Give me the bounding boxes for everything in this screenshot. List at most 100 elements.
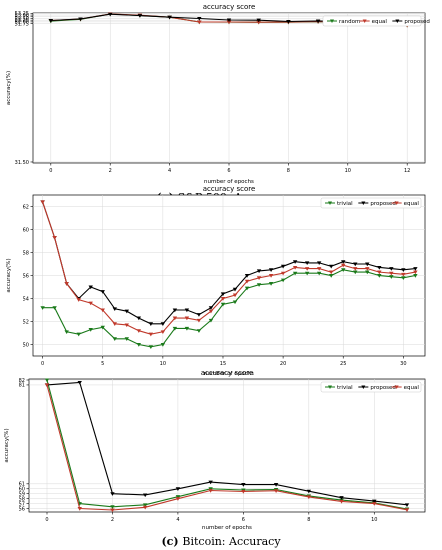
data-point-proposed: [315, 19, 321, 24]
data-point-equal: [76, 298, 81, 302]
data-point-trivial: [401, 276, 406, 280]
data-point-trivial: [112, 337, 117, 341]
y-axis-label: accuracy(%): [6, 71, 12, 105]
data-point-proposed: [329, 264, 334, 269]
legend-label-proposed: proposed: [404, 19, 430, 25]
data-point-equal: [110, 508, 115, 513]
data-point-equal: [377, 270, 382, 275]
legend-box: [320, 381, 422, 393]
data-point-equal: [241, 489, 246, 494]
data-point-equal: [124, 323, 129, 328]
series-line-trivial: [42, 269, 416, 348]
legend-marker-equal: [394, 385, 399, 389]
data-point-proposed: [208, 306, 214, 310]
y-tick-label: 52.00: [15, 20, 29, 26]
x-tick-label: 12: [404, 168, 410, 174]
data-point-proposed: [232, 287, 238, 292]
data-point-equal: [88, 301, 93, 306]
x-tick-label: 0: [49, 168, 52, 174]
data-point-equal: [77, 507, 82, 511]
data-point-equal: [389, 271, 394, 276]
data-point-proposed: [108, 12, 113, 17]
series-equal: [44, 383, 410, 513]
x-tick-label: 6: [242, 517, 245, 523]
y-tick-label: 52.75: [15, 15, 29, 21]
x-tick-label: 0: [45, 517, 48, 523]
data-point-equal: [175, 497, 181, 501]
data-point-equal: [208, 488, 213, 493]
legend-label-trivial: trivial: [337, 201, 353, 207]
series-line-trivial: [46, 379, 408, 510]
data-point-proposed: [292, 260, 298, 264]
x-axis-label: number of epochs: [204, 371, 254, 377]
x-tick-label: 6: [227, 168, 230, 174]
caption-tag: (c): [161, 535, 182, 548]
data-point-equal: [256, 20, 261, 25]
data-point-trivial: [389, 275, 394, 279]
legend: random equal proposed: [322, 15, 430, 27]
legend-label-trivial: trivial: [337, 385, 353, 391]
legend-marker-proposed: [361, 385, 366, 389]
y-tick-label: 56: [23, 273, 29, 279]
data-point-trivial: [148, 345, 154, 349]
data-point-proposed: [88, 285, 93, 290]
data-point-trivial: [142, 503, 148, 508]
data-point-trivial: [100, 325, 105, 330]
data-point-trivial: [160, 343, 166, 347]
x-tick-label: 2: [109, 168, 112, 174]
data-point-proposed: [280, 264, 286, 269]
y-tick-label: 52.50: [15, 16, 29, 22]
data-point-trivial: [196, 329, 202, 333]
x-tick-label: 25: [340, 361, 346, 367]
chart-title: accuracy score: [203, 185, 256, 193]
chart-title: accuracy score: [201, 369, 254, 377]
data-point-trivial: [136, 343, 142, 347]
data-point-proposed: [241, 483, 246, 487]
data-point-trivial: [353, 270, 358, 275]
data-point-proposed: [286, 20, 291, 24]
legend-label-equal: equal: [404, 201, 420, 207]
data-point-proposed: [77, 380, 82, 385]
data-point-equal: [142, 505, 148, 510]
data-point-trivial: [52, 306, 57, 310]
legend-marker-proposed: [395, 19, 400, 23]
data-point-trivial: [244, 286, 250, 291]
y-tick-label: 60: [23, 227, 29, 233]
data-point-trivial: [232, 300, 238, 305]
chart-title: accuracy score: [203, 3, 256, 11]
data-point-proposed: [256, 269, 262, 274]
data-point-equal: [52, 236, 57, 240]
y-tick-label: 59: [19, 492, 25, 498]
data-point-trivial: [292, 271, 298, 276]
data-point-equal: [353, 267, 358, 271]
legend-box: [320, 197, 422, 209]
x-tick-label: 5: [101, 361, 104, 367]
data-point-equal: [280, 271, 286, 276]
data-point-equal: [112, 322, 117, 326]
data-point-trivial: [220, 302, 226, 307]
data-point-equal: [136, 329, 142, 333]
legend-box: [322, 15, 422, 27]
data-point-proposed: [389, 267, 394, 271]
y-tick-label: 31.50: [15, 160, 29, 166]
series-line-equal: [42, 201, 416, 335]
data-point-equal: [306, 495, 312, 500]
chart-1: 31.50 51.7552.0052.2552.5052.7553.0053.25…: [6, 3, 430, 185]
legend: trivial proposed equal: [320, 197, 422, 209]
y-tick-label: 81: [19, 383, 25, 389]
data-point-proposed: [137, 14, 143, 18]
data-point-proposed: [304, 261, 310, 266]
series-line-proposed: [46, 381, 408, 506]
data-point-trivial: [208, 318, 214, 323]
x-tick-label: 15: [220, 361, 226, 367]
data-point-equal: [160, 330, 166, 335]
data-point-equal: [44, 383, 50, 388]
data-point-proposed: [268, 268, 274, 272]
data-point-trivial: [184, 326, 190, 331]
data-point-trivial: [175, 495, 181, 499]
legend-label-proposed: proposed: [370, 201, 396, 207]
data-point-proposed: [78, 17, 83, 22]
x-axis-label: number of epochs: [204, 179, 254, 185]
data-point-trivial: [40, 306, 45, 310]
data-point-proposed: [226, 18, 232, 23]
